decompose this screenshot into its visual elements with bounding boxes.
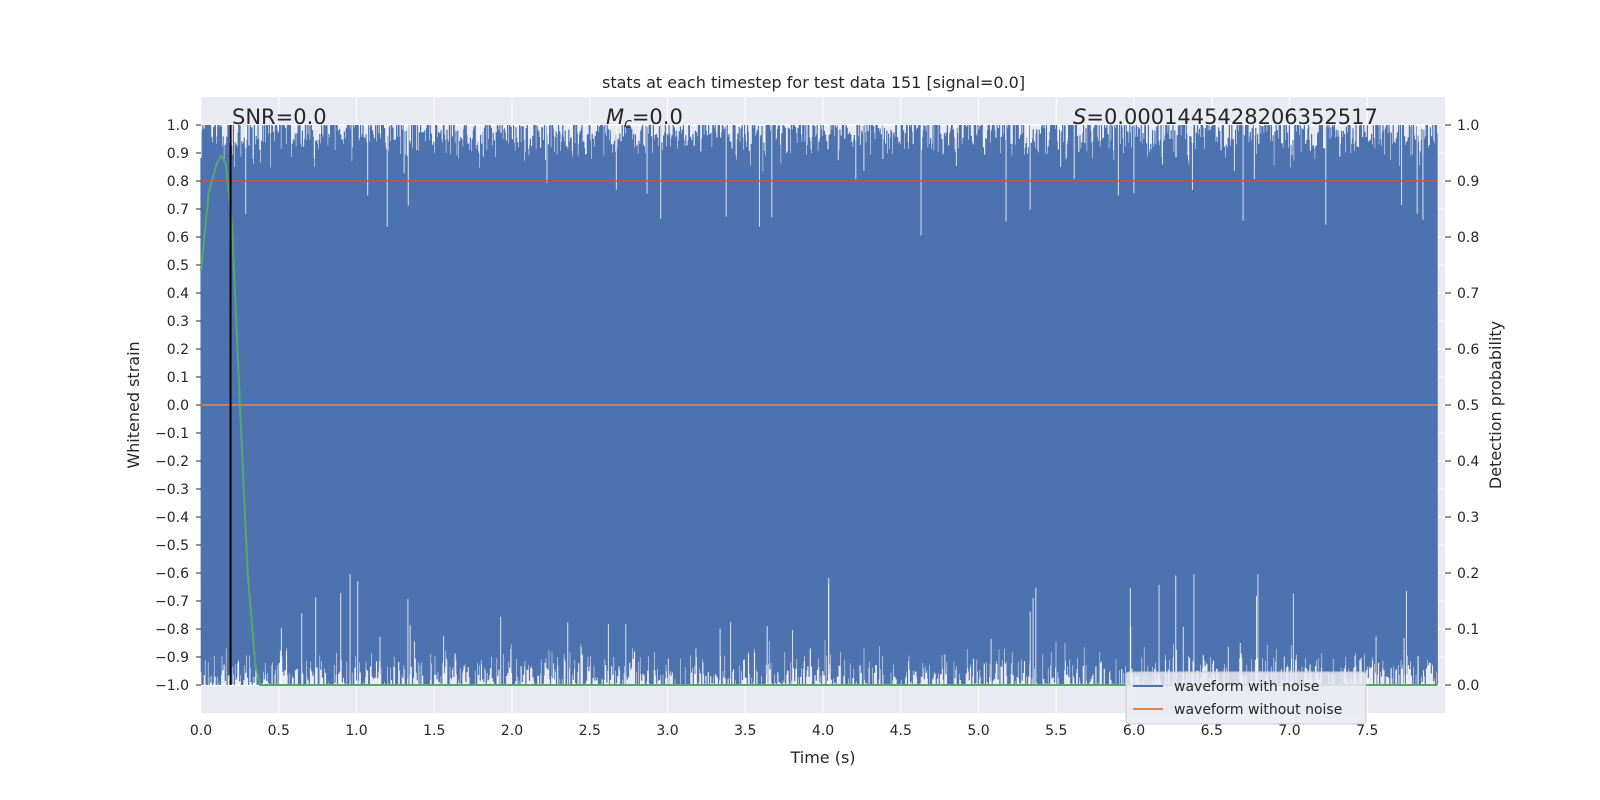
y-left-tick-label-15: −0.5 [155, 538, 189, 554]
chart-title: stats at each timestep for test data 151… [602, 73, 1025, 92]
y-left-tick-label-12: −0.2 [155, 454, 189, 470]
y-left-tick-label-14: −0.4 [155, 510, 189, 526]
x-tick-label-2: 1.0 [345, 723, 367, 739]
annotation-s-symbol: S [1073, 105, 1086, 129]
legend-box [1125, 671, 1367, 725]
x-tick-label-3: 1.5 [423, 723, 445, 739]
y-left-tick-label-9: 0.1 [167, 370, 189, 386]
y-left-tick-label-18: −0.8 [155, 622, 189, 638]
y-left-tick-label-13: −0.3 [155, 482, 189, 498]
y-right-tick-label-2: 0.8 [1457, 230, 1479, 246]
y-left-tick-label-1: 0.9 [167, 146, 189, 162]
y-left-axis-ticks: 1.0 0.9 0.8 0.7 0.6 0.5 0.4 0.3 0.2 0.1 0.0 −0.1 −0.… [155, 118, 201, 694]
annotation-mc-subscript: c [624, 116, 632, 132]
annotation-s-value: =0.0001445428206352517 [1086, 105, 1378, 129]
annotation-chirp-mass: Mc=0.0 [606, 105, 683, 132]
x-tick-label-7: 3.5 [734, 723, 756, 739]
y-right-tick-label-5: 0.5 [1457, 398, 1479, 414]
annotation-snr: SNR=0.0 [232, 105, 327, 129]
y-left-tick-label-2: 0.8 [167, 174, 189, 190]
y-left-tick-label-8: 0.2 [167, 342, 189, 358]
y-right-tick-label-3: 0.7 [1457, 286, 1479, 302]
annotation-mc-symbol: M [606, 105, 624, 129]
y-right-tick-label-0: 1.0 [1457, 118, 1479, 134]
y-left-tick-label-5: 0.5 [167, 258, 189, 274]
y-right-axis-label: Detection probability [1486, 321, 1505, 489]
x-tick-label-0: 0.0 [190, 723, 212, 739]
x-tick-label-6: 3.0 [656, 723, 678, 739]
x-tick-label-14: 7.0 [1278, 723, 1300, 739]
x-axis-ticks: 0.0 0.5 1.0 1.5 2.0 2.5 3.0 3.5 4.0 4.5 5.0 5.5 6.0 6… [190, 723, 1379, 739]
legend-label-clean: waveform without noise [1174, 702, 1342, 718]
y-left-tick-label-7: 0.3 [167, 314, 189, 330]
y-left-tick-label-17: −0.7 [155, 594, 189, 610]
y-left-tick-label-0: 1.0 [167, 118, 189, 134]
y-left-axis-label: Whitened strain [124, 341, 143, 468]
annotation-s: S=0.0001445428206352517 [1073, 105, 1378, 129]
x-tick-label-15: 7.5 [1356, 723, 1378, 739]
y-left-tick-label-6: 0.4 [167, 286, 189, 302]
x-tick-label-4: 2.0 [501, 723, 523, 739]
series-detection-probability [200, 153, 1438, 686]
y-left-tick-label-16: −0.6 [155, 566, 189, 582]
x-tick-label-11: 5.5 [1045, 723, 1067, 739]
x-tick-label-9: 4.5 [890, 723, 912, 739]
x-tick-label-12: 6.0 [1123, 723, 1145, 739]
y-right-tick-label-6: 0.4 [1457, 454, 1479, 470]
y-right-tick-label-8: 0.2 [1457, 566, 1479, 582]
x-axis-label: Time (s) [789, 748, 855, 767]
y-left-tick-label-19: −0.9 [155, 650, 189, 666]
y-left-tick-label-20: −1.0 [155, 678, 189, 694]
y-right-tick-label-10: 0.0 [1457, 678, 1479, 694]
x-tick-label-13: 6.5 [1201, 723, 1223, 739]
legend-label-noise: waveform with noise [1174, 679, 1319, 695]
x-tick-label-1: 0.5 [268, 723, 290, 739]
x-tick-label-8: 4.0 [812, 723, 834, 739]
y-right-tick-label-1: 0.9 [1457, 174, 1479, 190]
x-tick-label-10: 5.0 [967, 723, 989, 739]
y-right-tick-label-9: 0.1 [1457, 622, 1479, 638]
y-right-axis-ticks: 1.0 0.9 0.8 0.7 0.6 0.5 0.4 0.3 0.2 0.1 0.0 [1445, 118, 1479, 694]
y-left-tick-label-10: 0.0 [167, 398, 189, 414]
annotation-mc-value: =0.0 [632, 105, 683, 129]
y-right-tick-label-4: 0.6 [1457, 342, 1479, 358]
series-waveform-with-noise [200, 124, 1438, 686]
y-left-tick-label-11: −0.1 [155, 426, 189, 442]
y-right-tick-label-7: 0.3 [1457, 510, 1479, 526]
y-left-tick-label-4: 0.6 [167, 230, 189, 246]
legend: waveform with noise waveform without noi… [1125, 671, 1367, 725]
y-left-tick-label-3: 0.7 [167, 202, 189, 218]
x-tick-label-5: 2.5 [579, 723, 601, 739]
